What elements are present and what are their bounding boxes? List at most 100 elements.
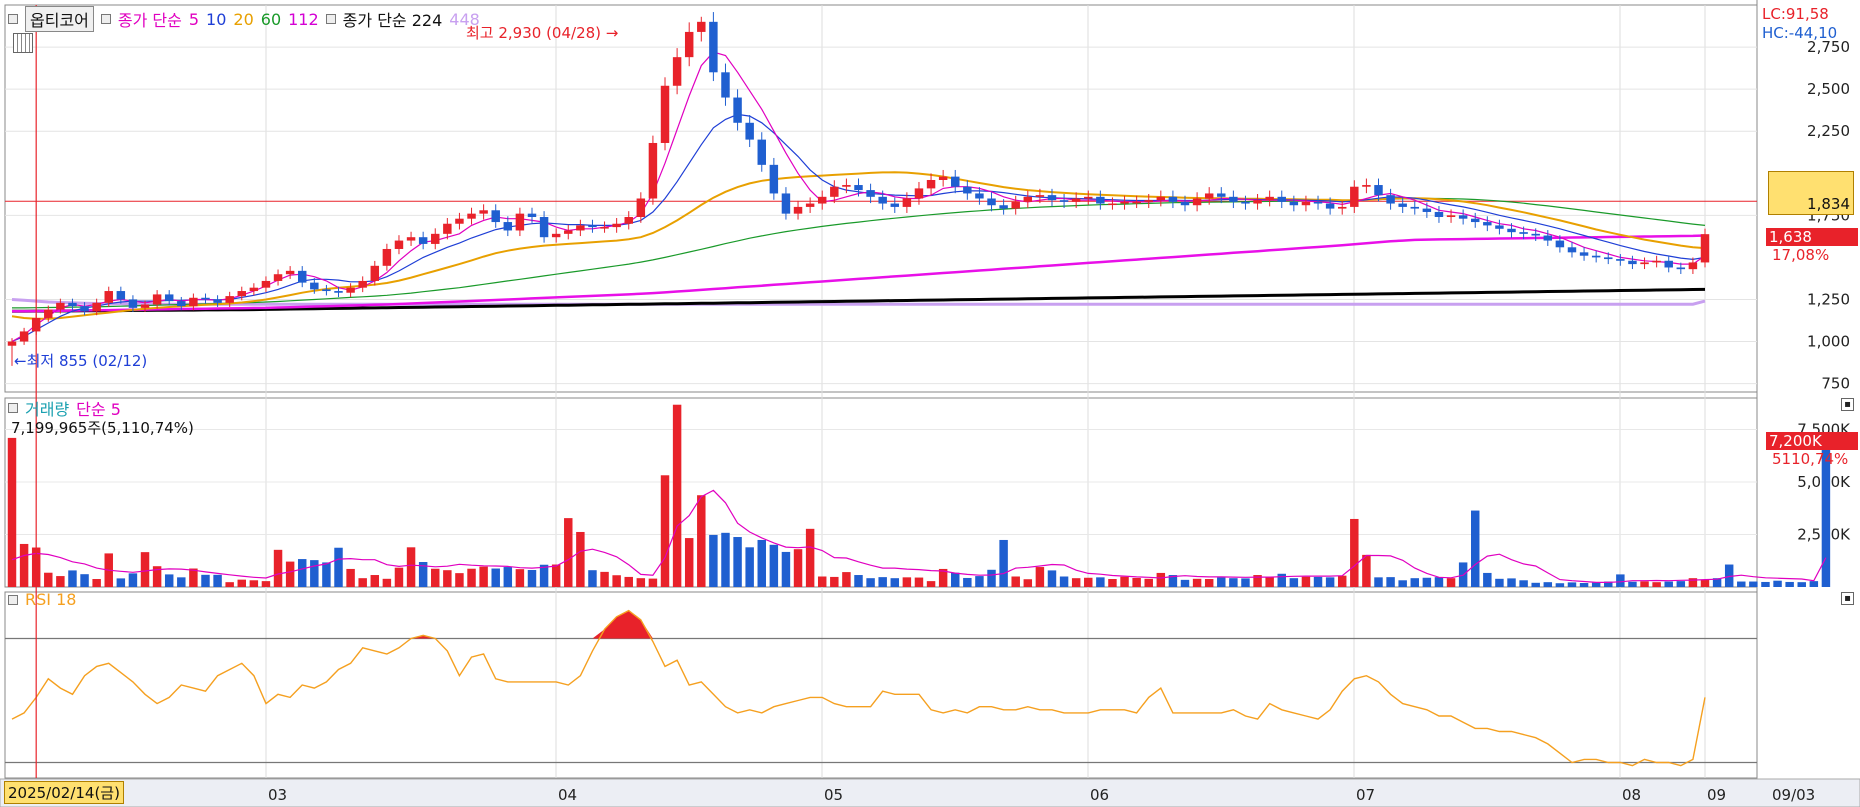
candle-body [1144, 200, 1153, 202]
volume-bar [382, 578, 392, 587]
volume-bar [1640, 581, 1649, 587]
rsi-pane-close-icon[interactable]: ▪ [1841, 592, 1854, 605]
candle-body [890, 203, 900, 207]
volume-bar [612, 575, 621, 587]
candle-body [878, 196, 887, 204]
candle-body [44, 309, 53, 318]
volume-bar [237, 579, 246, 587]
candle-body [1059, 200, 1069, 202]
volume-bar [1531, 582, 1540, 587]
candle-body [612, 223, 621, 228]
volume-bar [1337, 575, 1347, 587]
volume-bar [273, 549, 283, 587]
volume-bar [1192, 578, 1202, 587]
volume-bar [866, 578, 875, 587]
volume-bar [261, 581, 271, 587]
volume-bar [1277, 573, 1286, 587]
volume-bar [975, 576, 984, 587]
rsi-legend-checkbox[interactable] [8, 594, 18, 605]
time-axis-background [0, 778, 1860, 807]
volume-bar [672, 404, 682, 587]
volume-bar [1108, 579, 1117, 587]
volume-bar [624, 576, 633, 587]
arrow-right-icon: → [605, 24, 619, 42]
candle-body [358, 280, 367, 288]
candle-body [1446, 215, 1456, 218]
ma-line-20 [11, 171, 1706, 320]
ma-period-20: 20 [233, 9, 254, 29]
ma-legend-checkbox[interactable] [100, 14, 111, 24]
price-tick-label: 2,250 [1807, 122, 1850, 140]
volume-bar [1434, 577, 1444, 587]
volume-bar [817, 576, 827, 587]
volume-bar [1688, 578, 1698, 587]
candle-body [709, 21, 718, 73]
x-tick-label: 04 [558, 786, 577, 804]
crosshair-price-box: 1,834 [1768, 171, 1854, 215]
volume-bar [225, 582, 234, 587]
candle-body [1337, 206, 1347, 209]
last-volume-pct-label: 5110,74% [1772, 450, 1849, 468]
candle-body [346, 287, 355, 293]
volume-bar [1011, 576, 1020, 587]
candle-body [201, 297, 210, 300]
volume-bar [1604, 581, 1613, 587]
grid-toggle-icon[interactable] [13, 33, 33, 53]
ma-period-5: 5 [188, 9, 200, 29]
volume-bar [1132, 577, 1141, 587]
volume-legend-checkbox[interactable] [8, 403, 18, 413]
volume-bar [1253, 575, 1262, 587]
volume-bar [370, 575, 380, 587]
volume-bar [1156, 572, 1166, 587]
candle-body [1071, 198, 1081, 202]
volume-bar [1047, 570, 1057, 587]
volume-bar [1519, 580, 1528, 587]
volume-bar [1543, 582, 1553, 587]
volume-bar [1325, 577, 1335, 587]
candle-body [443, 223, 452, 234]
volume-bar [1204, 579, 1214, 587]
volume-bar [189, 568, 198, 587]
candle-body [1047, 195, 1057, 201]
volume-bar [914, 577, 924, 587]
volume-bar [1700, 579, 1710, 587]
ma2-legend-checkbox[interactable] [325, 14, 336, 24]
volume-bar [1422, 577, 1432, 587]
candle-body [551, 233, 561, 238]
price-legend-checkbox[interactable] [8, 14, 18, 24]
volume-pane-close-icon[interactable]: ▪ [1841, 398, 1854, 411]
candle-body [261, 280, 271, 288]
candle-body [1132, 201, 1141, 204]
candle-body [938, 176, 948, 180]
candle-body [1180, 201, 1190, 206]
candle-body [273, 274, 283, 281]
x-tick-label: 03 [268, 786, 287, 804]
volume-bar [1555, 583, 1565, 587]
volume-bar [926, 581, 936, 587]
volume-bar [1628, 581, 1637, 587]
candle-body [213, 299, 222, 303]
ma-period-112: 112 [288, 9, 319, 29]
high-marker-label: 최고 2,930 (04/28) [466, 24, 602, 42]
candle-body [1108, 203, 1117, 206]
candle-body [987, 198, 996, 206]
stock-name-button[interactable]: 옵티코어 [25, 6, 94, 32]
candle-body [19, 331, 29, 342]
volume-bar [418, 562, 428, 587]
candle-body [1229, 196, 1238, 202]
volume-bar [285, 561, 295, 587]
volume-bar [128, 573, 138, 587]
volume-bar [1616, 574, 1625, 587]
candle-body [80, 306, 89, 312]
candle-body [1410, 206, 1420, 209]
candle-body [225, 296, 234, 303]
volume-bar [1737, 581, 1746, 587]
x-right-label: 09/03 [1772, 786, 1815, 804]
low-marker: ←최저 855 (02/12) [14, 350, 147, 371]
volume-bar [684, 538, 694, 587]
volume-bar [1749, 581, 1758, 587]
candle-body [68, 302, 77, 307]
last-pct-label: 17,08% [1772, 246, 1830, 264]
candle-body [1471, 218, 1480, 223]
